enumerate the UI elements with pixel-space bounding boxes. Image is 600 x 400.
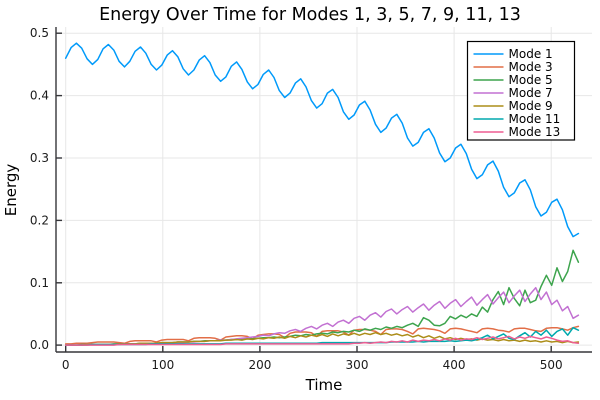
y-tick-label: 0.4 bbox=[30, 89, 49, 103]
y-tick-label: 0.0 bbox=[30, 338, 49, 352]
x-tick-label: 300 bbox=[346, 358, 369, 372]
x-tick-label: 100 bbox=[151, 358, 174, 372]
x-tick-label: 200 bbox=[248, 358, 271, 372]
y-tick-label: 0.3 bbox=[30, 151, 49, 165]
x-tick-label: 500 bbox=[540, 358, 563, 372]
series-line-mode-13 bbox=[64, 335, 580, 346]
series-line-mode-3 bbox=[64, 325, 580, 345]
chart-title: Energy Over Time for Modes 1, 3, 5, 7, 9… bbox=[99, 5, 521, 25]
legend-box bbox=[466, 40, 576, 141]
x-axis-label: Time bbox=[305, 376, 343, 394]
y-tick-label: 0.1 bbox=[30, 276, 49, 290]
tick-labels: 0 100 200 300 400 500 0.0 0.1 0.2 0.3 0.4 0.5 bbox=[30, 26, 563, 372]
legend-label: Mode 3 bbox=[509, 60, 553, 74]
x-tick-label: 0 bbox=[62, 358, 70, 372]
legend-label: Mode 9 bbox=[509, 99, 553, 113]
series-lines bbox=[64, 42, 580, 346]
x-tick-label: 400 bbox=[443, 358, 466, 372]
y-tick-label: 0.2 bbox=[30, 213, 49, 227]
legend-label: Mode 11 bbox=[509, 112, 561, 126]
legend-label: Mode 7 bbox=[509, 86, 553, 100]
series-line-mode-1 bbox=[64, 42, 580, 238]
y-tick-label: 0.5 bbox=[30, 26, 49, 40]
series-line-mode-7 bbox=[64, 286, 580, 346]
legend-label: Mode 13 bbox=[509, 125, 561, 139]
legend-label: Mode 1 bbox=[509, 47, 553, 61]
legend-label: Mode 5 bbox=[509, 73, 553, 87]
y-axis-label: Energy bbox=[2, 164, 20, 217]
axes bbox=[55, 27, 592, 353]
